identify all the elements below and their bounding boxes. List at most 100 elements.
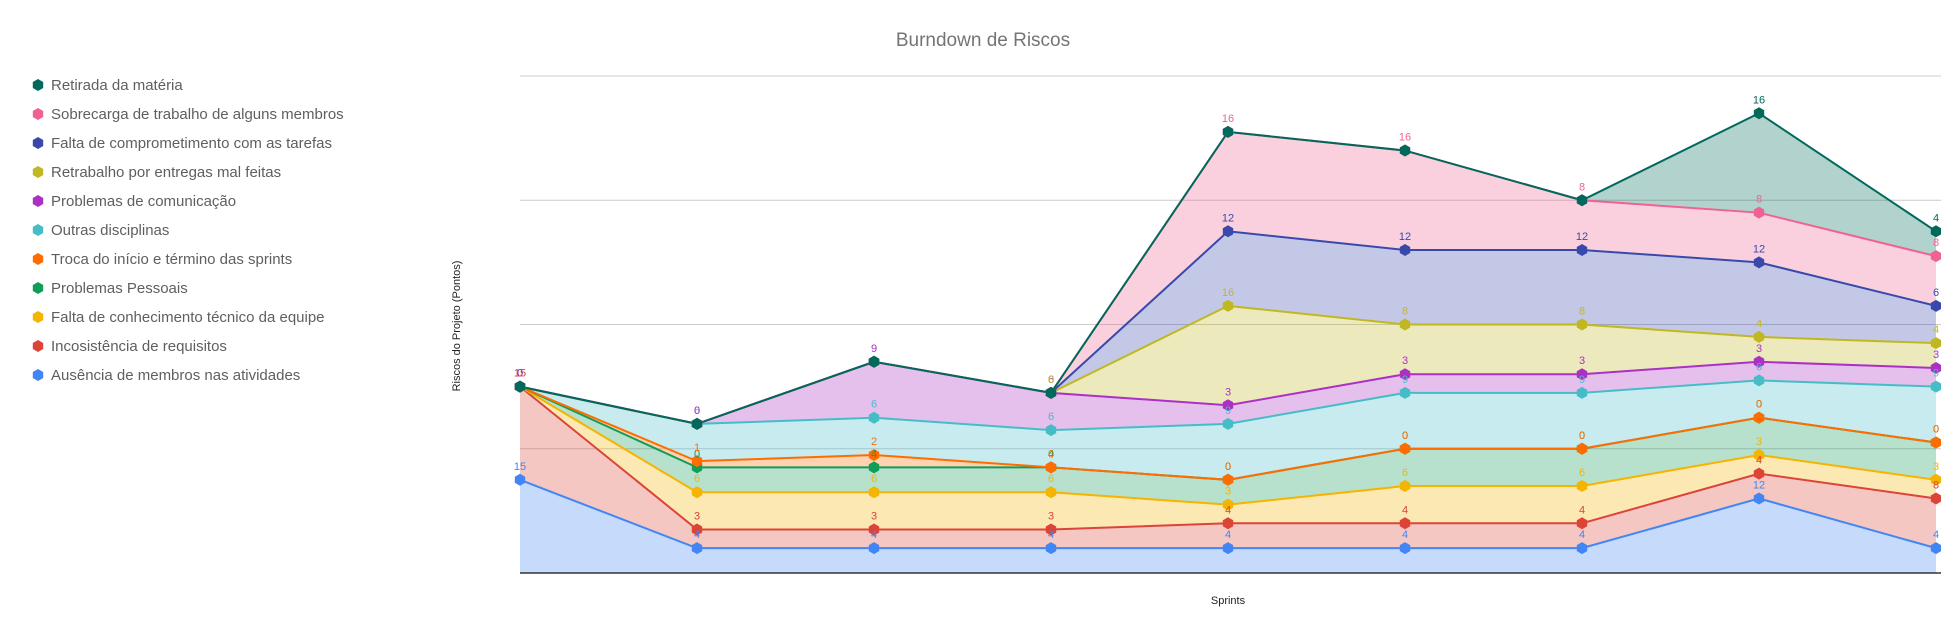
data-point[interactable] bbox=[1222, 225, 1234, 238]
data-point[interactable] bbox=[1930, 492, 1941, 505]
data-point[interactable] bbox=[1222, 517, 1234, 530]
legend-marker bbox=[32, 253, 44, 265]
legend-item[interactable]: Sobrecarga de trabalho de alguns membros bbox=[32, 106, 344, 123]
data-point[interactable] bbox=[691, 417, 703, 430]
legend-item[interactable]: Problemas Pessoais bbox=[32, 280, 188, 297]
legend-item[interactable]: Retirada da matéria bbox=[32, 77, 184, 94]
data-point[interactable] bbox=[1930, 361, 1941, 374]
data-point[interactable] bbox=[1753, 256, 1765, 269]
data-point[interactable] bbox=[1930, 225, 1941, 238]
data-point[interactable] bbox=[691, 523, 703, 536]
legend-item[interactable]: Outras disciplinas bbox=[32, 222, 170, 239]
legend-item[interactable]: Retrabalho por entregas mal feitas bbox=[32, 164, 281, 181]
legend-label: Falta de conhecimento técnico da equipe bbox=[51, 309, 325, 326]
data-point[interactable] bbox=[1399, 480, 1411, 493]
data-label: 0 bbox=[1225, 461, 1231, 473]
data-label: 6 bbox=[1402, 467, 1408, 479]
data-point[interactable] bbox=[1399, 517, 1411, 530]
chart-title: Burndown de Riscos bbox=[896, 30, 1070, 51]
data-point[interactable] bbox=[1753, 206, 1765, 219]
data-point[interactable] bbox=[1045, 461, 1057, 474]
data-point[interactable] bbox=[1045, 542, 1057, 555]
data-point[interactable] bbox=[1222, 542, 1234, 555]
data-point[interactable] bbox=[868, 542, 880, 555]
data-point[interactable] bbox=[1753, 374, 1765, 387]
data-point[interactable] bbox=[1753, 411, 1765, 424]
data-point[interactable] bbox=[1576, 480, 1588, 493]
data-point[interactable] bbox=[691, 542, 703, 555]
legend-item[interactable]: Ausência de membros nas atividades bbox=[32, 367, 301, 384]
data-point[interactable] bbox=[1222, 473, 1234, 486]
data-point[interactable] bbox=[1399, 243, 1411, 256]
data-point[interactable] bbox=[868, 523, 880, 536]
data-point[interactable] bbox=[1753, 330, 1765, 343]
data-point[interactable] bbox=[691, 486, 703, 499]
data-point[interactable] bbox=[1222, 299, 1234, 312]
data-point[interactable] bbox=[1930, 250, 1941, 263]
data-point[interactable] bbox=[1753, 107, 1765, 120]
data-label: 6 bbox=[871, 473, 877, 485]
data-point[interactable] bbox=[1576, 517, 1588, 530]
data-point[interactable] bbox=[1930, 380, 1941, 393]
gridlines bbox=[520, 75, 1941, 450]
data-point[interactable] bbox=[1045, 523, 1057, 536]
data-point[interactable] bbox=[1576, 542, 1588, 555]
data-point[interactable] bbox=[1753, 448, 1765, 461]
data-point[interactable] bbox=[1222, 125, 1234, 138]
data-point[interactable] bbox=[1930, 299, 1941, 312]
legend-marker bbox=[32, 369, 44, 381]
data-label: 9 bbox=[871, 343, 877, 355]
data-point[interactable] bbox=[1576, 243, 1588, 256]
data-label: 2 bbox=[871, 436, 877, 448]
data-point[interactable] bbox=[1399, 144, 1411, 157]
data-point[interactable] bbox=[868, 411, 880, 424]
data-point[interactable] bbox=[1753, 492, 1765, 505]
data-point[interactable] bbox=[868, 486, 880, 499]
legend-item[interactable]: Falta de comprometimento com as tarefas bbox=[32, 135, 332, 152]
data-label: 9 bbox=[1225, 405, 1231, 417]
data-point[interactable] bbox=[868, 448, 880, 461]
data-point[interactable] bbox=[1576, 442, 1588, 455]
data-label: 4 bbox=[1933, 529, 1939, 541]
data-label: 3 bbox=[1048, 511, 1054, 523]
data-point[interactable] bbox=[1399, 368, 1411, 381]
data-point[interactable] bbox=[514, 380, 526, 393]
data-point[interactable] bbox=[1753, 355, 1765, 368]
data-point[interactable] bbox=[1576, 194, 1588, 207]
data-point[interactable] bbox=[1045, 424, 1057, 437]
data-point[interactable] bbox=[1930, 436, 1941, 449]
data-point[interactable] bbox=[1399, 318, 1411, 331]
data-point[interactable] bbox=[1576, 386, 1588, 399]
legend-marker bbox=[32, 195, 44, 207]
data-point[interactable] bbox=[514, 473, 526, 486]
data-point[interactable] bbox=[1045, 386, 1057, 399]
series-points bbox=[514, 107, 1941, 555]
legend-item[interactable]: Falta de conhecimento técnico da equipe bbox=[32, 309, 325, 326]
data-point[interactable] bbox=[1222, 498, 1234, 511]
data-label: 12 bbox=[1576, 231, 1588, 243]
data-point[interactable] bbox=[1399, 542, 1411, 555]
data-point[interactable] bbox=[868, 461, 880, 474]
legend-marker bbox=[32, 224, 44, 236]
data-point[interactable] bbox=[1399, 386, 1411, 399]
legend-item[interactable]: Incosistência de requisitos bbox=[32, 338, 227, 355]
data-point[interactable] bbox=[1930, 337, 1941, 350]
data-point[interactable] bbox=[1399, 442, 1411, 455]
data-point[interactable] bbox=[868, 355, 880, 368]
legend-item[interactable]: Troca do início e término das sprints bbox=[32, 251, 292, 268]
data-point[interactable] bbox=[1930, 473, 1941, 486]
data-label: 9 bbox=[1579, 374, 1585, 386]
data-label: 0 bbox=[517, 368, 523, 380]
data-point[interactable] bbox=[1576, 318, 1588, 331]
data-point[interactable] bbox=[691, 455, 703, 468]
data-label: 8 bbox=[1756, 194, 1762, 206]
data-point[interactable] bbox=[1576, 368, 1588, 381]
legend-label: Retirada da matéria bbox=[51, 77, 183, 94]
data-point[interactable] bbox=[1222, 417, 1234, 430]
data-point[interactable] bbox=[1045, 486, 1057, 499]
data-point[interactable] bbox=[1930, 542, 1941, 555]
data-point[interactable] bbox=[1222, 399, 1234, 412]
legend-item[interactable]: Problemas de comunicação bbox=[32, 193, 236, 210]
data-point[interactable] bbox=[1753, 467, 1765, 480]
